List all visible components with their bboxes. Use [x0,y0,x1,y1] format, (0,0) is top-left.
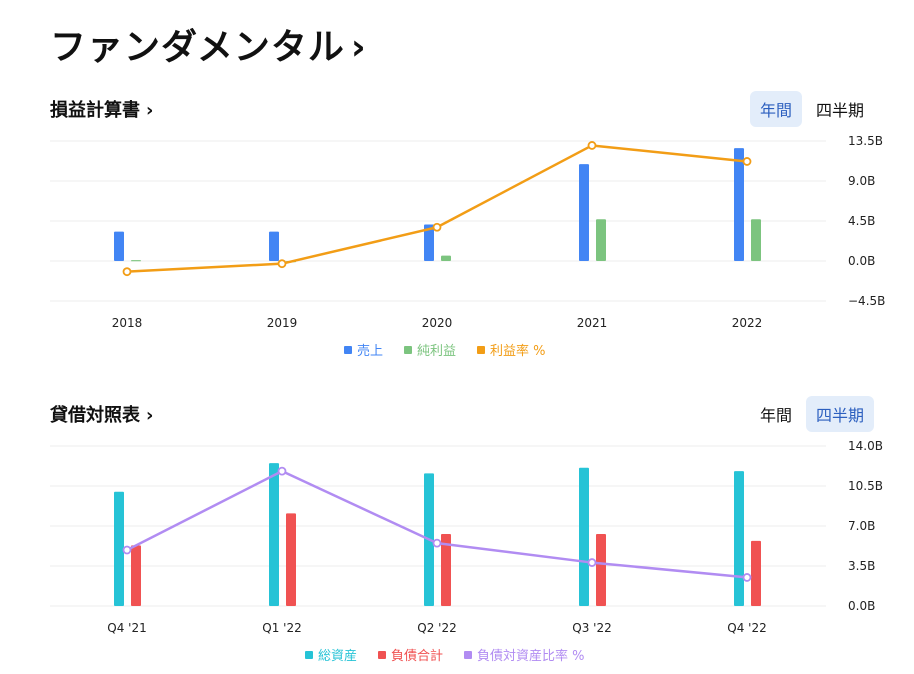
x-tick-label: 2021 [577,316,608,330]
y-tick-label: 0.0B [848,254,875,268]
profit-margin-point[interactable] [432,222,442,232]
legend-label[interactable]: 利益率 % [490,343,546,359]
y-tick-label: 13.5B [848,134,883,148]
total-assets-bar[interactable] [579,467,589,606]
total-liabilities-bar[interactable] [751,540,761,606]
y-tick-label: 7.0B [848,519,875,533]
x-tick-label: Q2 '22 [417,621,456,635]
income-section-title[interactable]: 損益計算書 › [50,96,153,122]
x-tick-label: 2018 [112,316,143,330]
debt-ratio-point[interactable] [432,538,442,548]
total-assets-bar[interactable] [114,491,124,606]
income-period-toggle: 年間 四半期 [750,91,874,127]
x-tick-label: 2020 [422,316,453,330]
legend-swatch [305,651,313,659]
x-tick-label: Q1 '22 [262,621,301,635]
legend-label[interactable]: 負債対資産比率 % [477,648,585,664]
x-tick-label: 2019 [267,316,298,330]
toggle-quarterly[interactable]: 四半期 [806,396,875,432]
revenue-bar[interactable] [269,231,279,261]
debt-ratio-point[interactable] [122,545,132,555]
revenue-bar[interactable] [114,231,124,261]
y-tick-label: 4.5B [848,214,875,228]
debt-ratio-point[interactable] [742,573,752,582]
total-assets-bar[interactable] [269,463,279,606]
balance-period-toggle: 年間 四半期 [750,396,875,432]
toggle-annual[interactable]: 年間 [750,91,803,127]
y-tick-label: 10.5B [848,479,883,493]
x-tick-label: Q4 '21 [107,621,146,635]
balance-chart: 14.0B 10.5B 7.0B 3.5B 0.0B Q4 '21 Q1 '22 Q2 '22… [50,439,883,664]
legend-label[interactable]: 純利益 [417,344,456,359]
income-chart: 13.5B 9.0B 4.5B 0.0B −4.5B 2018 2019 2020 2021 20… [50,134,885,359]
y-tick-label: 14.0B [848,439,883,453]
chevron-right-icon: › [350,27,367,68]
legend-label[interactable]: 負債合計 [391,648,443,664]
debt-ratio-line [126,469,748,579]
x-tick-label: Q3 '22 [572,621,611,635]
legend-swatch [464,651,472,659]
toggle-quarterly[interactable]: 四半期 [816,101,865,120]
legend-swatch [404,346,412,354]
revenue-bar[interactable] [734,148,744,261]
y-tick-label: 0.0B [848,599,875,613]
debt-ratio-point[interactable] [277,466,287,476]
net-income-bar[interactable] [751,219,761,261]
legend-swatch [344,346,352,354]
debt-ratio-point[interactable] [587,558,597,567]
balance-section-title[interactable]: 貸借対照表 › [50,401,153,427]
net-income-bar[interactable] [596,219,606,261]
balance-title-text: 貸借対照表 [50,405,140,426]
chevron-right-icon: › [146,100,154,121]
revenue-bar[interactable] [579,164,589,261]
total-liabilities-bar[interactable] [286,513,296,606]
total-assets-bar[interactable] [734,471,744,606]
page-title[interactable]: ファンダメンタル › [50,18,367,70]
profit-margin-point[interactable] [742,157,752,166]
income-title-text: 損益計算書 [50,100,140,121]
legend-swatch [477,346,485,354]
y-tick-label: 3.5B [848,559,875,573]
x-tick-label: Q4 '22 [727,621,766,635]
y-tick-label: −4.5B [848,294,885,308]
total-liabilities-bar[interactable] [596,534,606,606]
total-liabilities-bar[interactable] [441,534,451,606]
legend-swatch [378,651,386,659]
page-title-text: ファンダメンタル [50,27,345,68]
profit-margin-line [126,144,748,273]
profit-margin-point[interactable] [587,141,597,150]
y-tick-label: 9.0B [848,174,875,188]
chevron-right-icon: › [146,405,154,426]
legend-label[interactable]: 総資産 [318,648,357,664]
x-tick-label: 2022 [732,316,763,330]
total-liabilities-bar[interactable] [131,545,141,606]
profit-margin-point[interactable] [122,267,132,277]
legend-label[interactable]: 売上 [357,343,383,359]
net-income-bar[interactable] [131,260,141,262]
toggle-annual[interactable]: 年間 [760,406,793,425]
revenue-bar[interactable] [424,224,434,261]
net-income-bar[interactable] [441,255,451,261]
profit-margin-point[interactable] [277,259,287,269]
